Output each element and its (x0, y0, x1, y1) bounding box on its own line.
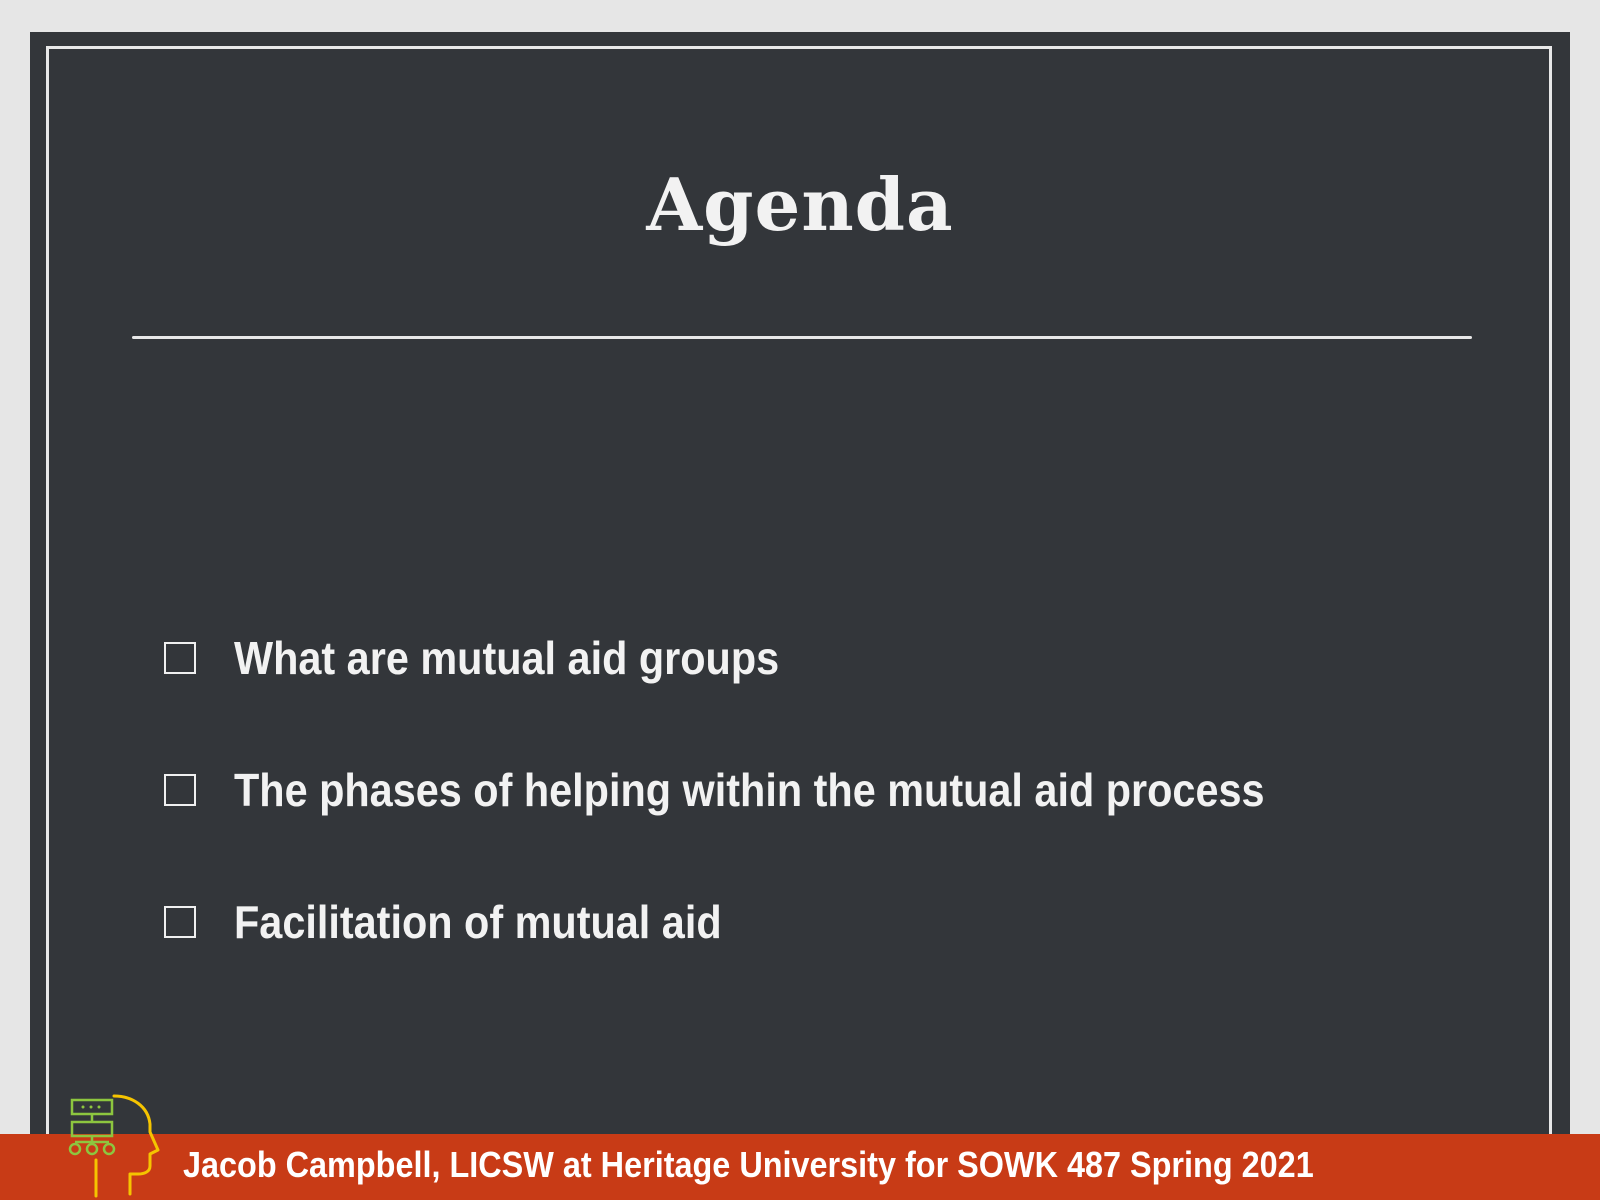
footer-text: Jacob Campbell, LICSW at Heritage Univer… (183, 1144, 1314, 1185)
agenda-item-text: The phases of helping within the mutual … (234, 764, 1265, 816)
agenda-item: Facilitation of mutual aid (160, 856, 1540, 988)
checkbox-icon (164, 774, 196, 806)
checkbox-icon (164, 906, 196, 938)
slide: Agenda What are mutual aid groups The ph… (30, 32, 1570, 1200)
slide-title: Agenda (646, 162, 954, 247)
agenda-item: The phases of helping within the mutual … (160, 724, 1540, 856)
title-divider (132, 336, 1472, 339)
agenda-item-text: Facilitation of mutual aid (234, 896, 722, 948)
slide-frame-left (46, 46, 49, 1166)
head-network-logo-icon (68, 1094, 160, 1198)
slide-frame-top (46, 46, 1552, 49)
agenda-item: What are mutual aid groups (160, 592, 1540, 724)
checkbox-icon (164, 642, 196, 674)
footer-bar: Jacob Campbell, LICSW at Heritage Univer… (0, 1134, 1600, 1200)
slide-frame-right (1549, 46, 1552, 1166)
agenda-list: What are mutual aid groups The phases of… (160, 592, 1540, 988)
agenda-item-text: What are mutual aid groups (234, 632, 780, 684)
